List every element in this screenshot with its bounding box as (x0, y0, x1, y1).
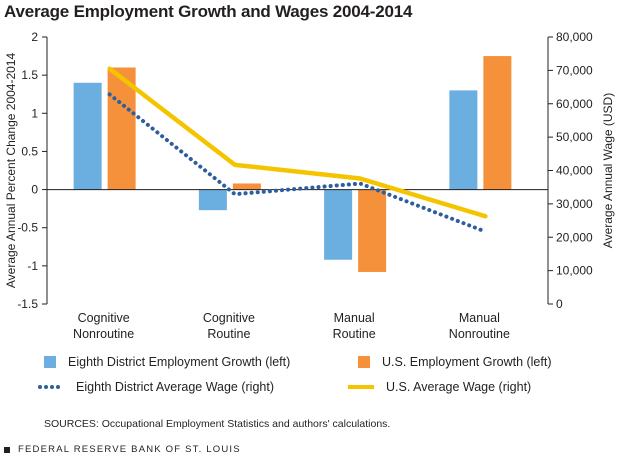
x-category-label: Nonroutine (449, 327, 510, 341)
line-us-wage (107, 66, 488, 219)
y2-tick-label: 10,000 (556, 264, 593, 278)
y-tick-label: 2 (31, 30, 38, 44)
legend-swatch-eighth-district-wage (38, 385, 60, 389)
legend-label-eighth-district-employment: Eighth District Employment Growth (left) (68, 355, 291, 369)
y-tick-label: -1.5 (17, 297, 38, 311)
bar-eighth-district-2 (324, 189, 353, 260)
source-note: SOURCES: Occupational Employment Statist… (44, 418, 391, 430)
legend-swatch-us-employment (358, 356, 370, 368)
legend-label-eighth-district-wage: Eighth District Average Wage (right) (76, 380, 274, 394)
bar-us-2 (358, 189, 387, 272)
x-category-label: Routine (333, 327, 376, 341)
legend-swatch-eighth-district-employment (44, 356, 56, 368)
y-tick-label: -1 (27, 259, 38, 273)
bar-eighth-district-0 (73, 82, 102, 190)
y2-tick-label: 30,000 (556, 197, 593, 211)
y2-tick-label: 20,000 (556, 230, 593, 244)
y2-axis-title: Average Annual Wage (USD) (601, 93, 615, 248)
legend-item-eighth-district-employment: Eighth District Employment Growth (left) (44, 355, 290, 369)
legend-label-us-wage: U.S. Average Wage (right) (386, 380, 532, 394)
bar-us-1 (232, 183, 261, 190)
x-category-label: Nonroutine (73, 327, 134, 341)
y-tick-label: 1 (31, 106, 38, 120)
bar-us-3 (483, 56, 512, 190)
legend-item-eighth-district-wage: Eighth District Average Wage (right) (38, 380, 274, 394)
line-eighth-district-wage (107, 92, 488, 234)
y2-tick-label: 40,000 (556, 164, 593, 178)
y2-tick-label: 70,000 (556, 63, 593, 77)
footer-square-icon (4, 446, 10, 453)
y2-tick-label: 80,000 (556, 30, 593, 44)
chart-plot: 2 1.5 1 0.5 0 -0.5 -1 -1.5 80,000 70,000 60,000 50,… (4, 30, 615, 341)
bar-eighth-district-1 (198, 189, 227, 211)
x-category-label: Manual (459, 311, 500, 325)
legend-item-us-wage: U.S. Average Wage (right) (348, 380, 531, 394)
legend-item-us-employment: U.S. Employment Growth (left) (358, 355, 552, 369)
bar-eighth-district-3 (449, 90, 478, 190)
y-tick-label: 1.5 (21, 68, 38, 82)
x-category-label: Cognitive (203, 311, 255, 325)
footer: FEDERAL RESERVE BANK OF ST. LOUIS (4, 444, 241, 455)
y2-tick-label: 0 (556, 297, 563, 311)
chart-title: Average Employment Growth and Wages 2004… (4, 2, 413, 21)
footer-text: FEDERAL RESERVE BANK OF ST. LOUIS (18, 444, 241, 455)
y-tick-label: 0 (31, 183, 38, 197)
y-tick-label: -0.5 (17, 221, 38, 235)
legend-label-us-employment: U.S. Employment Growth (left) (382, 355, 552, 369)
legend-swatch-us-wage (348, 385, 374, 389)
y2-tick-label: 60,000 (556, 97, 593, 111)
x-category-label: Manual (334, 311, 375, 325)
y2-tick-label: 50,000 (556, 130, 593, 144)
y-axis-title: Average Annual Percent Change 2004-2014 (4, 53, 18, 289)
x-category-label: Routine (207, 327, 250, 341)
x-category-label: Cognitive (78, 311, 130, 325)
y-tick-label: 0.5 (21, 144, 38, 158)
